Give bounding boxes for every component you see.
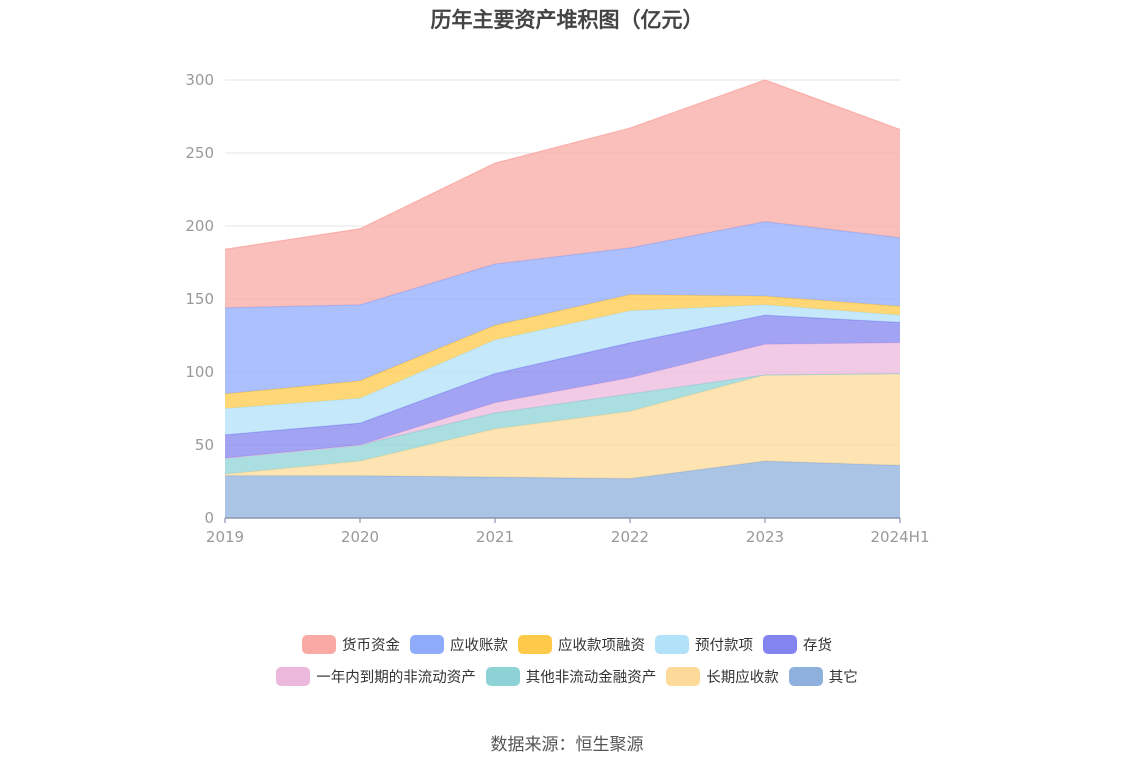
area-series-8 — [225, 80, 900, 308]
legend-label: 存货 — [803, 638, 832, 654]
area-series-1 — [225, 373, 900, 479]
area-series-8-edge — [224, 79, 901, 250]
legend-swatch — [518, 635, 552, 654]
legend-label: 应收款项融资 — [558, 638, 645, 654]
x-tick-label: 2022 — [611, 528, 649, 546]
area-series-4 — [225, 315, 900, 459]
legend-label: 应收账款 — [450, 638, 508, 654]
y-tick-label: 150 — [185, 290, 214, 308]
legend-item[interactable]: 预付款项 — [655, 634, 753, 655]
legend-label: 一年内到期的非流动资产 — [316, 670, 476, 686]
x-tick-label: 2023 — [746, 528, 784, 546]
legend-row-2: 一年内到期的非流动资产 其他非流动金融资产 长期应收款 其它 — [0, 666, 1134, 687]
y-tick-label: 100 — [185, 363, 214, 381]
area-series-7 — [225, 221, 900, 394]
legend-item[interactable]: 存货 — [763, 634, 832, 655]
legend-label: 长期应收款 — [706, 670, 779, 686]
x-tick-label: 2020 — [341, 528, 379, 546]
area-series-layer — [224, 79, 901, 518]
legend-item[interactable]: 长期应收款 — [666, 666, 779, 687]
y-tick-label: 0 — [204, 509, 214, 527]
legend-label: 预付款项 — [695, 638, 753, 654]
legend-item[interactable]: 货币资金 — [302, 634, 400, 655]
legend-swatch — [302, 635, 336, 654]
x-tick-label: 2024H1 — [871, 528, 930, 546]
area-series-0 — [225, 461, 900, 518]
legend-item[interactable]: 其他非流动金融资产 — [485, 666, 657, 687]
area-series-3 — [225, 342, 900, 459]
area-series-5 — [225, 304, 900, 435]
legend-item[interactable]: 应收账款 — [410, 634, 508, 655]
area-series-2 — [225, 373, 900, 475]
legend-label: 其它 — [828, 670, 858, 686]
axes: 0 50 100 150 200 250 300 2019 2020 2021 2022 2023 20… — [185, 71, 929, 546]
legend-label: 货币资金 — [342, 638, 400, 654]
source-note: 数据来源：恒生聚源 — [490, 735, 644, 755]
legend-swatch — [485, 667, 520, 686]
legend-swatch — [788, 667, 823, 686]
legend-swatch — [410, 635, 444, 654]
area-series-6 — [225, 294, 900, 409]
legend-label: 其他非流动金融资产 — [525, 670, 657, 686]
y-tick-label: 200 — [185, 217, 214, 235]
legend-row-1: 货币资金 应收账款 应收款项融资 预付款项 存货 — [0, 634, 1134, 655]
y-tick-label: 50 — [195, 436, 214, 454]
legend-swatch — [763, 635, 797, 654]
y-tick-label: 250 — [185, 144, 214, 162]
x-tick-label: 2021 — [476, 528, 514, 546]
y-tick-label: 300 — [185, 71, 214, 89]
legend-swatch — [655, 635, 689, 654]
chart-title: 历年主要资产堆积图（亿元） — [430, 8, 704, 32]
legend-item[interactable]: 其它 — [788, 666, 858, 687]
legend-swatch — [276, 667, 311, 686]
legend-item[interactable]: 应收款项融资 — [518, 634, 645, 655]
legend-swatch — [666, 667, 701, 686]
legend-item[interactable]: 一年内到期的非流动资产 — [276, 666, 476, 687]
x-tick-label: 2019 — [206, 528, 244, 546]
